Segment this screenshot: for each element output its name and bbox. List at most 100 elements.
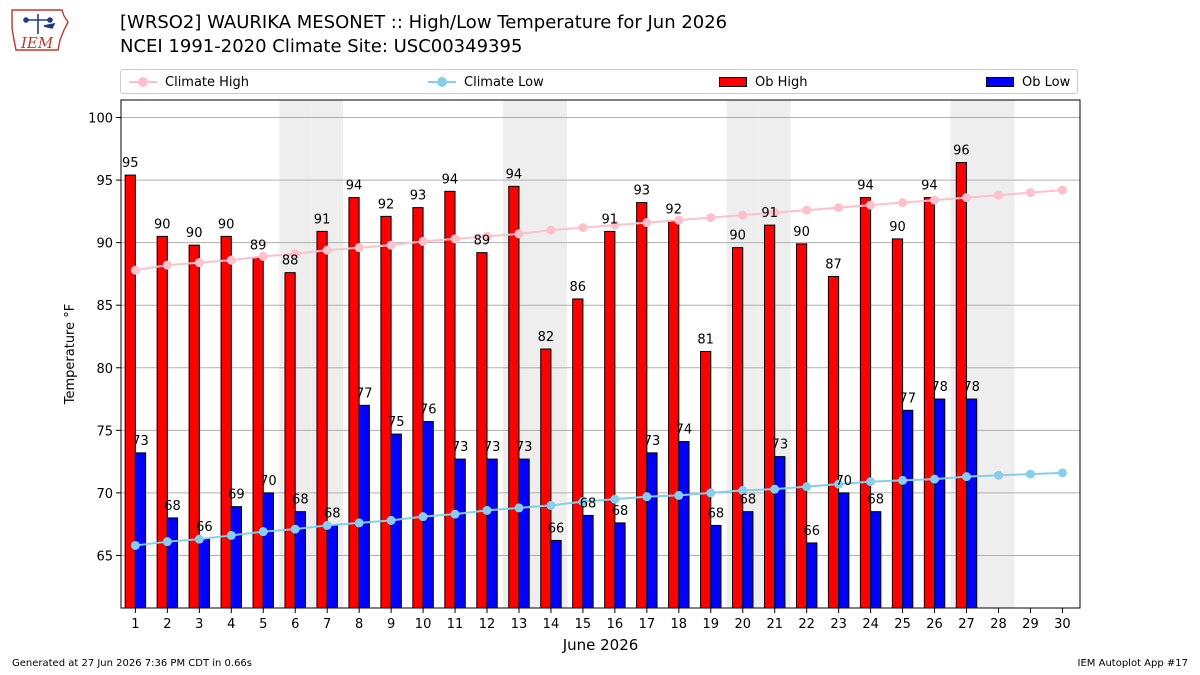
x-tick-label: 30 — [1054, 617, 1071, 632]
ob-low-value-label: 68 — [164, 499, 181, 514]
ob-low-bar — [806, 542, 818, 609]
ob-high-value-label: 92 — [378, 197, 395, 212]
climate-high-point — [226, 255, 236, 265]
ob-high-bar — [923, 197, 936, 609]
ob-low-value-label: 68 — [324, 506, 341, 521]
ob-low-bar — [550, 539, 562, 609]
ob-low-value-label: 66 — [548, 521, 565, 536]
ob-high-bar — [252, 257, 264, 609]
legend-label-climate-high: Climate High — [165, 74, 250, 90]
climate-low-point — [962, 472, 972, 482]
climate-low-point — [642, 492, 652, 502]
ob-low-value-label: 73 — [516, 440, 533, 455]
x-tick-label: 17 — [639, 617, 656, 632]
climate-low-point — [770, 484, 780, 494]
x-tick-label: 16 — [607, 617, 624, 632]
ob-high-value-label: 94 — [442, 172, 459, 187]
ob-high-bar — [348, 197, 360, 609]
climate-low-point — [898, 475, 908, 485]
x-tick-label: 25 — [894, 617, 911, 632]
x-tick-label: 9 — [387, 617, 395, 632]
climate-high-point — [482, 231, 492, 241]
chart-title: [WRSO2] WAURIKA MESONET :: High/Low Temp… — [120, 12, 728, 33]
climate-low-point — [226, 530, 236, 540]
ob-low-bar — [902, 409, 914, 609]
x-tick-label: 28 — [990, 617, 1007, 632]
ob-high-value-label: 92 — [665, 202, 682, 217]
climate-low-point — [130, 540, 140, 550]
ob-high-value-label: 87 — [825, 257, 842, 272]
ob-high-bar — [668, 220, 680, 609]
y-tick-label: 95 — [96, 174, 113, 189]
climate-high-point — [322, 245, 332, 255]
ob-low-value-label: 68 — [580, 496, 597, 511]
climate-low-point — [993, 470, 1003, 480]
climate-low-point — [290, 524, 300, 534]
ob-high-bar — [700, 350, 712, 609]
ob-low-value-label: 76 — [420, 403, 437, 418]
ob-high-bar — [763, 224, 776, 609]
climate-high-point — [258, 251, 268, 261]
ob-low-value-label: 77 — [356, 386, 373, 401]
ob-high-swatch — [719, 77, 747, 87]
ob-high-bar — [220, 235, 232, 609]
ob-low-value-label: 73 — [772, 438, 789, 453]
ob-low-bar — [198, 538, 211, 609]
ob-high-value-label: 89 — [474, 234, 491, 249]
ob-low-bar — [678, 441, 690, 609]
climate-low-point — [1057, 468, 1067, 478]
ob-high-bar — [476, 252, 488, 609]
climate-high-point — [194, 258, 204, 268]
ob-high-value-label: 90 — [729, 229, 746, 244]
x-tick-label: 26 — [926, 617, 943, 632]
ob-high-value-label: 82 — [538, 330, 555, 345]
legend-label-ob-low: Ob Low — [1022, 74, 1071, 90]
legend-label-ob-high: Ob High — [755, 74, 808, 90]
chart-subtitle: NCEI 1991-2020 Climate Site: USC00349395 — [120, 36, 523, 57]
ob-high-bar — [636, 202, 648, 609]
ob-high-bar — [859, 197, 872, 609]
ob-high-value-label: 95 — [122, 156, 139, 171]
x-tick-label: 24 — [862, 617, 879, 632]
x-tick-label: 11 — [447, 617, 464, 632]
climate-high-point — [578, 223, 588, 233]
ob-low-value-label: 78 — [963, 380, 980, 395]
ob-low-bar — [774, 456, 786, 609]
ob-low-bar — [870, 511, 882, 609]
x-tick-label: 12 — [479, 617, 496, 632]
ob-low-value-label: 73 — [644, 434, 661, 449]
climate-low-point — [386, 515, 396, 525]
iowa-outline-shape — [11, 9, 69, 51]
ob-high-bar — [156, 235, 168, 609]
ob-high-value-label: 94 — [506, 167, 523, 182]
climate-high-point — [866, 200, 876, 210]
ob-high-value-label: 81 — [697, 332, 714, 347]
generated-timestamp: Generated at 27 Jun 2026 7:36 PM CDT in … — [12, 658, 253, 669]
climate-high-point — [290, 249, 300, 259]
ob-high-value-label: 93 — [410, 189, 427, 204]
ob-low-value-label: 68 — [292, 493, 309, 508]
x-tick-label: 19 — [703, 617, 720, 632]
ob-high-bar — [891, 238, 904, 609]
legend-item-ob-high: Ob High — [719, 73, 808, 91]
ob-low-bar — [454, 458, 466, 609]
climate-high-point — [514, 229, 524, 239]
y-tick-label: 80 — [96, 362, 113, 377]
y-tick-label: 85 — [96, 299, 113, 314]
ob-high-bar — [732, 247, 744, 609]
climate-low-point — [674, 490, 684, 500]
shaded-day-band — [982, 100, 1015, 608]
y-tick-label: 70 — [96, 487, 113, 502]
ob-low-bar — [838, 492, 850, 609]
climate-low-point — [578, 497, 588, 507]
climate-low-point — [834, 479, 844, 489]
climate-low-point — [1025, 469, 1035, 479]
x-tick-label: 4 — [227, 617, 235, 632]
ob-high-value-label: 90 — [218, 217, 235, 232]
climate-low-point — [546, 500, 556, 510]
x-tick-label: 10 — [415, 617, 432, 632]
climate-low-point — [354, 518, 364, 528]
climate-high-point — [770, 208, 780, 218]
ob-high-value-label: 94 — [346, 179, 363, 194]
